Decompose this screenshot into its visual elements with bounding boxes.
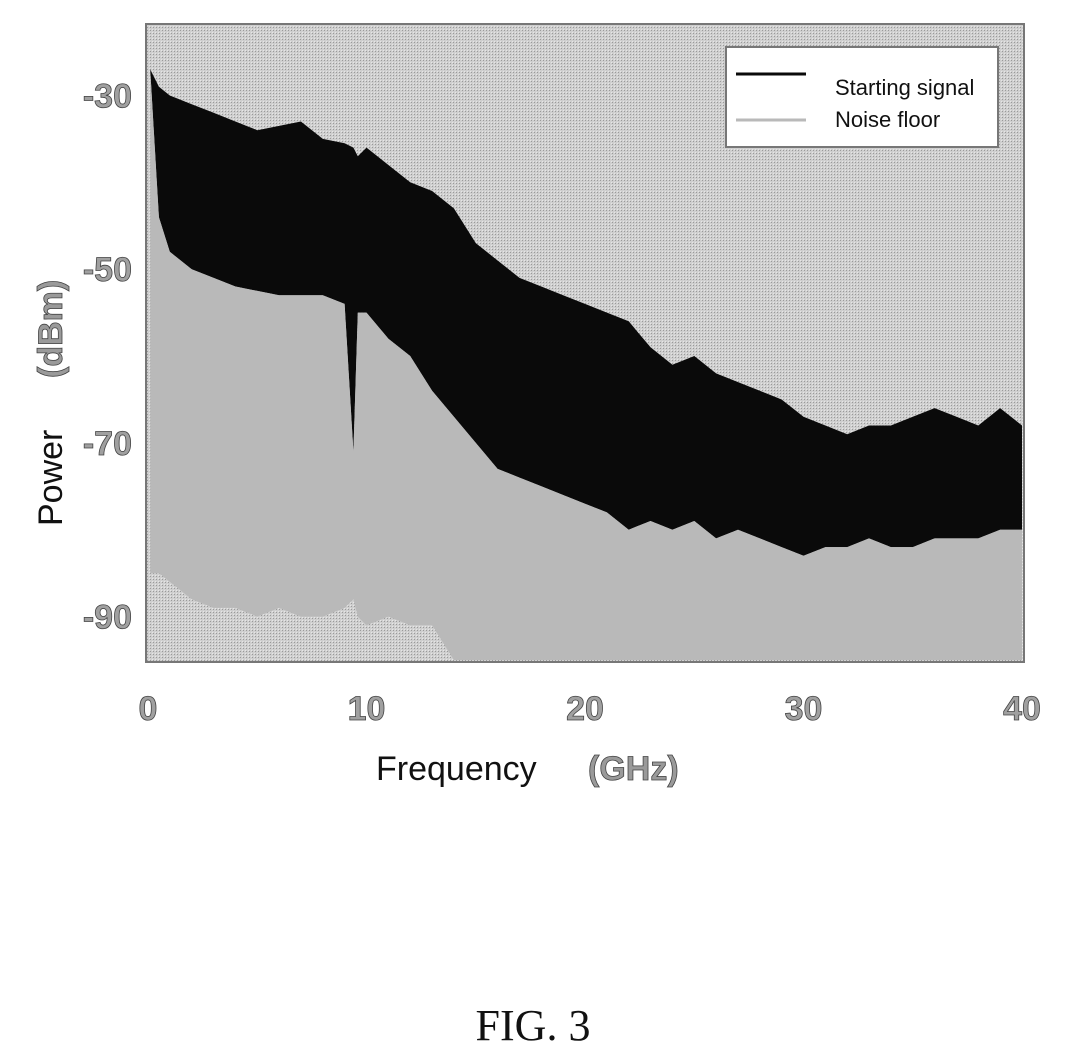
series-layer	[150, 69, 1022, 660]
y-axis-unit: (dBm)	[32, 280, 70, 378]
x-axis-unit: (GHz)	[588, 750, 679, 788]
x-tick-label: 30	[785, 690, 823, 728]
y-tick-label: -50	[83, 251, 132, 289]
y-tick-label: -70	[83, 425, 132, 463]
legend: Starting signal Noise floor	[725, 46, 999, 148]
x-tick-label: 40	[1003, 690, 1041, 728]
y-tick-label: -90	[83, 599, 132, 637]
legend-box	[725, 46, 999, 148]
x-axis-label: Frequency	[376, 750, 537, 788]
legend-label-noise-floor: Noise floor	[835, 107, 940, 132]
y-tick-label: -30	[83, 78, 132, 116]
x-tick-label: 0	[139, 690, 158, 728]
x-tick-label: 10	[348, 690, 386, 728]
series-starting-signal-band	[150, 69, 1022, 556]
y-axis-label: Power	[32, 430, 70, 526]
x-tick-label: 20	[566, 690, 604, 728]
x-tick-labels: 0 10 20 30 40	[138, 690, 1041, 729]
figure-caption: FIG. 3	[475, 1001, 591, 1050]
legend-label-starting-signal: Starting signal	[835, 75, 974, 100]
y-tick-labels: -30 -50 -70 -90	[82, 77, 132, 637]
series-noise-floor-band	[150, 69, 1022, 660]
